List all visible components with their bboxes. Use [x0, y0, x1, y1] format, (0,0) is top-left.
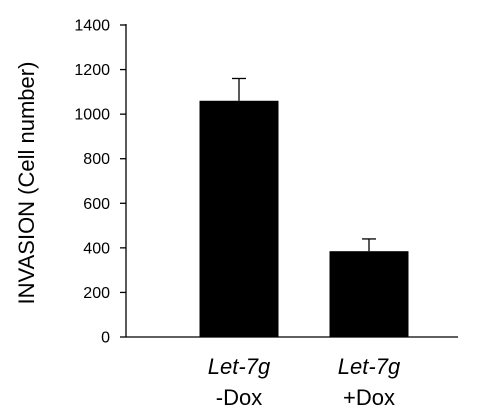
- bar-2: [329, 251, 409, 337]
- category-labels: Let-7g -Dox Let-7g +Dox: [208, 354, 401, 410]
- category-name-2: Let-7g: [338, 354, 401, 379]
- category-name-1: Let-7g: [208, 354, 271, 379]
- error-bars: [232, 77, 376, 252]
- y-tick-label: 400: [83, 240, 110, 257]
- y-tick-label: 1400: [74, 18, 110, 35]
- y-tick-label: 0: [101, 330, 110, 347]
- category-condition-1: -Dox: [216, 385, 262, 410]
- y-ticks: 0 200 400 600 800 1000 1200 1400: [74, 18, 126, 347]
- y-tick-label: 600: [83, 196, 110, 213]
- y-axis-label: INVASION (Cell number): [14, 62, 39, 305]
- y-tick-label: 800: [83, 151, 110, 168]
- y-tick-label: 1000: [74, 107, 110, 124]
- y-tick-label: 1200: [74, 62, 110, 79]
- bar-1: [199, 100, 279, 338]
- y-tick-label: 200: [83, 285, 110, 302]
- category-condition-2: +Dox: [343, 385, 395, 410]
- bars: [199, 100, 409, 338]
